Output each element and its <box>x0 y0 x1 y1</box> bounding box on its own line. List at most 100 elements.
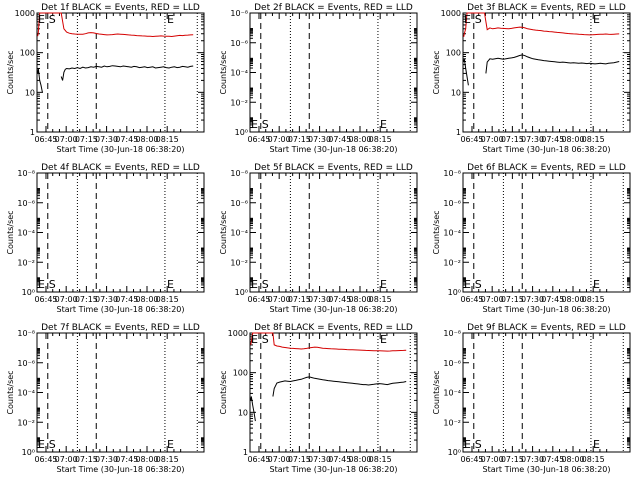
events-series-line <box>463 54 620 86</box>
x-tick-label: 07:00 <box>481 135 504 144</box>
marker-label-s: S <box>475 278 482 291</box>
marker-label-e: E <box>593 13 600 26</box>
plot-frame <box>36 172 205 293</box>
y-tick-label: 10⁻⁸ <box>230 169 248 178</box>
y-tick-label: 10⁰ <box>22 288 35 297</box>
marker-label-s: S <box>49 438 56 451</box>
y-tick-label: 1000 <box>441 9 461 18</box>
marker-label-e: E <box>38 278 45 291</box>
marker-label-e: E <box>38 438 45 451</box>
marker-label-e: E <box>167 438 174 451</box>
x-tick-label: 06:45 <box>247 295 270 304</box>
panel-title: Det 8f BLACK = Events, RED = LLD <box>254 323 413 333</box>
x-tick-label: 07:45 <box>541 135 564 144</box>
x-tick-label: 08:00 <box>348 135 371 144</box>
y-axis-label: Counts/sec <box>219 210 228 254</box>
x-tick-label: 07:45 <box>328 135 351 144</box>
x-tick-label: 07:30 <box>521 135 544 144</box>
y-tick-label: 10⁻⁴ <box>443 229 461 238</box>
y-tick-label: 10⁻⁴ <box>230 69 248 78</box>
panel-title: Det 7f BLACK = Events, RED = LLD <box>41 323 200 333</box>
x-tick-label: 08:00 <box>348 295 371 304</box>
panel-title: Det 4f BLACK = Events, RED = LLD <box>41 163 200 173</box>
marker-label-e: E <box>380 333 387 346</box>
x-tick-label: 06:45 <box>460 455 483 464</box>
x-tick-label: 07:45 <box>115 135 138 144</box>
y-tick-label: 10⁻⁸ <box>443 329 461 338</box>
x-tick-label: 06:45 <box>34 295 57 304</box>
plot-frame <box>36 12 205 133</box>
x-tick-label: 07:30 <box>95 135 118 144</box>
x-axis-label: Start Time (30-Jun-18 06:38:20) <box>483 145 611 154</box>
x-tick-label: 08:00 <box>561 135 584 144</box>
panel-7: Det 7f BLACK = Events, RED = LLD 10⁰ 10⁻² 1… <box>6 323 205 474</box>
panel-1: Det 1f BLACK = Events, RED = LLD 1 10 100 10… <box>6 3 205 154</box>
x-tick-label: 07:00 <box>268 455 291 464</box>
x-tick-label: 08:15 <box>369 295 392 304</box>
panel-title: Det 5f BLACK = Events, RED = LLD <box>254 163 413 173</box>
panel-title: Det 6f BLACK = Events, RED = LLD <box>467 163 626 173</box>
x-axis-label: Start Time (30-Jun-18 06:38:20) <box>57 145 185 154</box>
x-tick-label: 07:30 <box>95 295 118 304</box>
y-tick-label: 10⁻⁶ <box>230 199 248 208</box>
events-series-line <box>37 65 194 93</box>
lld-series-line <box>463 12 620 37</box>
x-tick-label: 08:15 <box>582 295 605 304</box>
marker-label-e: E <box>464 438 471 451</box>
y-tick-label: 10⁻² <box>230 258 248 267</box>
plot-frame <box>249 12 418 133</box>
x-tick-label: 06:45 <box>460 295 483 304</box>
y-axis-label: Counts/sec <box>432 210 441 254</box>
panel-title: Det 3f BLACK = Events, RED = LLD <box>467 3 626 13</box>
x-tick-label: 08:15 <box>582 135 605 144</box>
marker-label-e: E <box>593 278 600 291</box>
marker-label-e: E <box>464 13 471 26</box>
marker-label-e: E <box>167 278 174 291</box>
y-tick-label: 100 <box>446 49 461 58</box>
y-tick-label: 1 <box>30 128 35 137</box>
y-tick-label: 10⁻⁴ <box>17 229 35 238</box>
y-tick-label: 10⁻² <box>443 418 461 427</box>
y-tick-label: 10⁻⁶ <box>17 359 35 368</box>
x-axis-label: Start Time (30-Jun-18 06:38:20) <box>483 465 611 474</box>
events-series-line <box>250 376 407 422</box>
y-tick-label: 10⁻⁴ <box>443 389 461 398</box>
x-tick-label: 06:45 <box>247 135 270 144</box>
x-tick-label: 07:00 <box>481 455 504 464</box>
y-tick-label: 10 <box>451 88 461 97</box>
x-tick-label: 08:00 <box>348 455 371 464</box>
x-axis-label: Start Time (30-Jun-18 06:38:20) <box>270 305 398 314</box>
x-tick-label: 07:15 <box>75 295 98 304</box>
y-tick-label: 10⁻⁸ <box>230 9 248 18</box>
x-tick-label: 08:15 <box>156 135 179 144</box>
y-tick-label: 100 <box>20 49 35 58</box>
marker-label-e: E <box>167 13 174 26</box>
lld-series-line <box>250 332 407 352</box>
marker-label-e: E <box>251 278 258 291</box>
panel-2: Det 2f BLACK = Events, RED = LLD 10⁰ 10⁻² 1… <box>219 3 418 154</box>
x-tick-label: 08:15 <box>369 135 392 144</box>
marker-label-e: E <box>380 118 387 131</box>
y-tick-label: 10⁻⁶ <box>443 199 461 208</box>
y-axis-label: Counts/sec <box>432 370 441 414</box>
marker-label-e: E <box>464 278 471 291</box>
panel-title: Det 9f BLACK = Events, RED = LLD <box>467 323 626 333</box>
x-tick-label: 06:45 <box>34 135 57 144</box>
y-tick-label: 10⁰ <box>448 288 461 297</box>
x-axis-label: Start Time (30-Jun-18 06:38:20) <box>270 465 398 474</box>
x-tick-label: 07:00 <box>268 135 291 144</box>
marker-label-e: E <box>38 13 45 26</box>
x-tick-label: 08:15 <box>582 455 605 464</box>
y-tick-label: 1000 <box>228 329 248 338</box>
x-tick-label: 07:30 <box>308 135 331 144</box>
x-tick-label: 07:00 <box>55 135 78 144</box>
x-tick-label: 08:00 <box>135 455 158 464</box>
y-tick-label: 10⁻⁶ <box>230 39 248 48</box>
panel-5: Det 5f BLACK = Events, RED = LLD 10⁰ 10⁻² 1… <box>219 163 418 314</box>
x-tick-label: 07:00 <box>481 295 504 304</box>
x-tick-label: 07:30 <box>308 455 331 464</box>
y-tick-label: 1 <box>243 448 248 457</box>
x-axis-label: Start Time (30-Jun-18 06:38:20) <box>483 305 611 314</box>
x-tick-label: 07:15 <box>501 455 524 464</box>
